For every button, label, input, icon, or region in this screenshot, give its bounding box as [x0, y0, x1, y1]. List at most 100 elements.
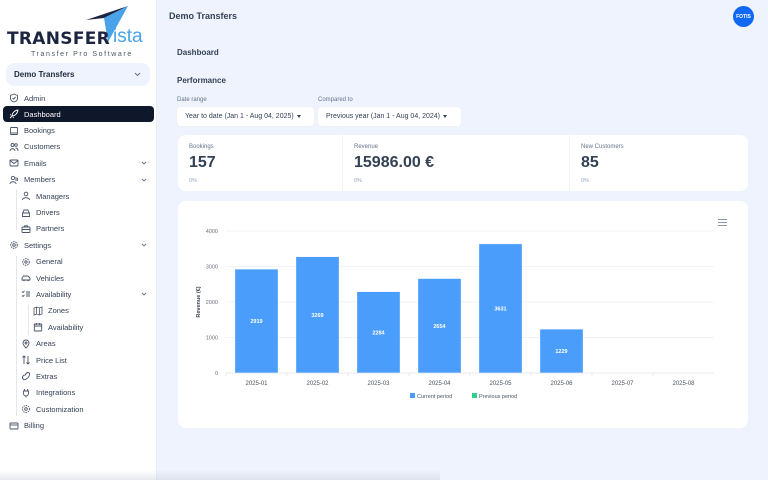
brand-suffix: ista: [113, 26, 143, 47]
map-pin-icon: [21, 339, 31, 349]
sidebar-item-label: Availability: [48, 322, 84, 332]
brand-logo[interactable]: TRANSFER ista Transfer Pro Software: [6, 6, 156, 58]
kpi-row: Bookings 157 0% Revenue 15986.00 € 0% Ne…: [178, 135, 748, 191]
y-tick-label: 3000: [206, 265, 218, 271]
briefcase-icon: [21, 224, 31, 234]
y-tick-label: 0: [215, 371, 218, 377]
bar[interactable]: [540, 329, 583, 373]
sidebar-item-price-list[interactable]: Price List: [3, 352, 154, 368]
x-tick-label: 2025-07: [611, 381, 634, 387]
kpi-label: New Customers: [581, 144, 624, 150]
revenue-bar-chart: 0 1000 2000 3000 4000 Revenue (€) 2025-01 2919 2…: [196, 229, 714, 400]
sidebar-item-areas[interactable]: Areas: [3, 335, 154, 351]
chart-menu-icon[interactable]: [718, 219, 727, 226]
sidebar-item-dashboard[interactable]: Dashboard: [3, 106, 154, 123]
sidebar-item-partners[interactable]: Partners: [3, 221, 154, 237]
sidebar-item-label: Bookings: [24, 126, 55, 136]
kpi-value: 15986.00 €: [354, 154, 435, 171]
cog-icon: [21, 257, 31, 267]
header-title: Demo Transfers: [169, 11, 238, 21]
company-selector[interactable]: Demo Transfers: [6, 63, 150, 86]
bar[interactable]: [235, 269, 278, 373]
kpi-delta: 0%: [354, 178, 362, 184]
sidebar: TRANSFER ista Transfer Pro Software Demo…: [0, 0, 157, 480]
kpi-new-customers: New Customers 85 0%: [569, 135, 748, 191]
kpi-label: Bookings: [189, 144, 214, 150]
chevron-down-icon: [139, 158, 149, 168]
sidebar-item-zones[interactable]: Zones: [3, 303, 154, 319]
calendar-icon: [33, 322, 43, 332]
bar[interactable]: [296, 256, 339, 373]
sidebar-item-availability[interactable]: Availability: [3, 319, 154, 335]
sidebar-item-drivers[interactable]: Drivers: [3, 204, 154, 220]
bar[interactable]: [479, 244, 522, 373]
sidebar-item-label: Customers: [24, 142, 61, 152]
y-tick-label: 4000: [206, 229, 218, 235]
sidebar-item-availability-group[interactable]: Availability: [3, 286, 154, 302]
avatar[interactable]: FOTIS: [733, 6, 754, 27]
book-icon: [9, 126, 19, 136]
sidebar-item-managers[interactable]: Managers: [3, 188, 154, 204]
sidebar-item-general[interactable]: General: [3, 254, 154, 270]
legend-swatch[interactable]: [410, 393, 415, 398]
bar-data-label: 1229: [555, 349, 567, 355]
section-title: Performance: [177, 76, 226, 85]
sidebar-item-vehicles[interactable]: Vehicles: [3, 270, 154, 286]
revenue-chart-card: 0 1000 2000 3000 4000 Revenue (€) 2025-01 2919 2…: [178, 201, 748, 428]
sidebar-item-label: Members: [24, 175, 56, 185]
kpi-bookings: Bookings 157 0%: [178, 135, 342, 191]
gear-icon: [9, 240, 19, 250]
map-icon: [33, 306, 43, 316]
bar-data-label: 2654: [433, 324, 446, 330]
y-axis-title: Revenue (€): [196, 286, 202, 317]
sidebar-item-members[interactable]: Members: [3, 172, 154, 188]
bar[interactable]: [357, 291, 400, 373]
plug-icon: [21, 388, 31, 398]
sidebar-item-admin[interactable]: Admin: [3, 90, 154, 106]
tree-guide: [16, 256, 17, 416]
sidebar-item-integrations[interactable]: Integrations: [3, 385, 154, 401]
bar-data-label: 2919: [250, 319, 262, 325]
tree-guide: [16, 190, 17, 230]
shield-check-icon: [9, 93, 19, 103]
sidebar-item-bookings[interactable]: Bookings: [3, 122, 154, 138]
chevron-down-icon: [139, 289, 149, 299]
sidebar-item-label: Emails: [24, 158, 47, 168]
x-tick-label: 2025-06: [550, 381, 573, 387]
bar-data-label: 3631: [494, 307, 506, 313]
legend-swatch[interactable]: [472, 393, 477, 398]
bar-data-label: 3269: [311, 313, 323, 319]
bar[interactable]: [418, 278, 461, 373]
sidebar-item-emails[interactable]: Emails: [3, 155, 154, 171]
rocket-icon: [9, 109, 19, 119]
kpi-delta: 0%: [581, 178, 589, 184]
mail-icon: [9, 158, 19, 168]
sidebar-item-settings[interactable]: Settings: [3, 237, 154, 253]
brand-name: TRANSFER: [7, 29, 111, 49]
sidebar-item-billing[interactable]: Billing: [3, 417, 154, 433]
bottom-shadow: [0, 470, 440, 480]
x-tick-label: 2025-04: [428, 381, 451, 387]
compare-select[interactable]: Previous year (Jan 1 - Aug 04, 2024): [318, 107, 461, 126]
credit-card-icon: [9, 421, 19, 431]
sidebar-nav: Admin Dashboard Bookings Customers Email…: [3, 90, 154, 434]
legend-label[interactable]: Previous period: [479, 394, 517, 400]
arrows-up-down-icon: [21, 355, 31, 365]
sidebar-item-customers[interactable]: Customers: [3, 139, 154, 155]
sidebar-item-label: Managers: [36, 191, 70, 201]
sidebar-item-label: Admin: [24, 93, 46, 103]
kpi-value: 157: [189, 154, 216, 171]
sidebar-item-label: Drivers: [36, 208, 60, 218]
sidebar-item-label: Zones: [48, 306, 69, 316]
date-range-value: Year to date (Jan 1 - Aug 04, 2025): [185, 113, 294, 120]
page-title: Dashboard: [177, 48, 219, 57]
sidebar-item-customization[interactable]: Customization: [3, 401, 154, 417]
bar-data-label: 2284: [372, 330, 385, 336]
date-range-select[interactable]: Year to date (Jan 1 - Aug 04, 2025): [177, 107, 314, 126]
sidebar-item-extras[interactable]: Extras: [3, 368, 154, 384]
sidebar-item-label: Settings: [24, 240, 52, 250]
company-selector-label: Demo Transfers: [14, 70, 75, 79]
kpi-revenue: Revenue 15986.00 € 0%: [342, 135, 569, 191]
sidebar-item-label: Areas: [36, 339, 56, 349]
legend-label[interactable]: Current period: [417, 394, 452, 400]
